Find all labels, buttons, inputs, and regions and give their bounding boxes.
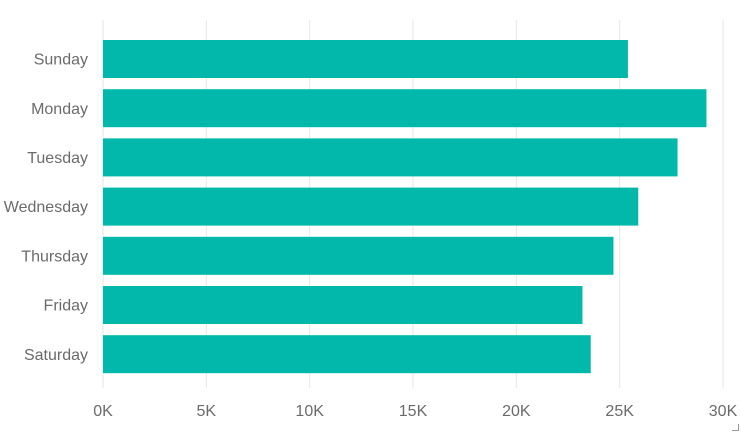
bar-monday[interactable] (103, 89, 707, 128)
bar-thursday[interactable] (103, 236, 614, 275)
bar-sunday[interactable] (103, 40, 628, 78)
bar-saturday[interactable] (103, 335, 591, 374)
category-label-wednesday: Wednesday (4, 199, 88, 216)
x-tick-label: 10K (295, 403, 324, 420)
category-label-saturday: Saturday (24, 347, 88, 364)
bar-friday[interactable] (103, 286, 583, 324)
x-tick-label: 20K (502, 403, 531, 420)
x-tick-label: 25K (605, 403, 634, 420)
category-label-monday: Monday (31, 101, 88, 118)
category-label-friday: Friday (44, 298, 88, 315)
x-tick-label: 30K (709, 403, 738, 420)
category-label-tuesday: Tuesday (27, 150, 88, 167)
bar-wednesday[interactable] (103, 187, 639, 226)
bar-tuesday[interactable] (103, 138, 678, 177)
x-tick-label: 15K (399, 403, 428, 420)
category-axis: Sunday Monday Tuesday Wednesday Thursday Frid… (4, 52, 88, 364)
resize-handle-icon[interactable] (732, 424, 739, 431)
x-tick-label: 5K (197, 403, 217, 420)
x-tick-label: 0K (93, 403, 113, 420)
category-label-sunday: Sunday (34, 52, 88, 69)
bars (103, 40, 707, 374)
value-axis: 0K 5K 10K 15K 20K 25K 30K (93, 403, 737, 420)
category-label-thursday: Thursday (21, 248, 88, 265)
